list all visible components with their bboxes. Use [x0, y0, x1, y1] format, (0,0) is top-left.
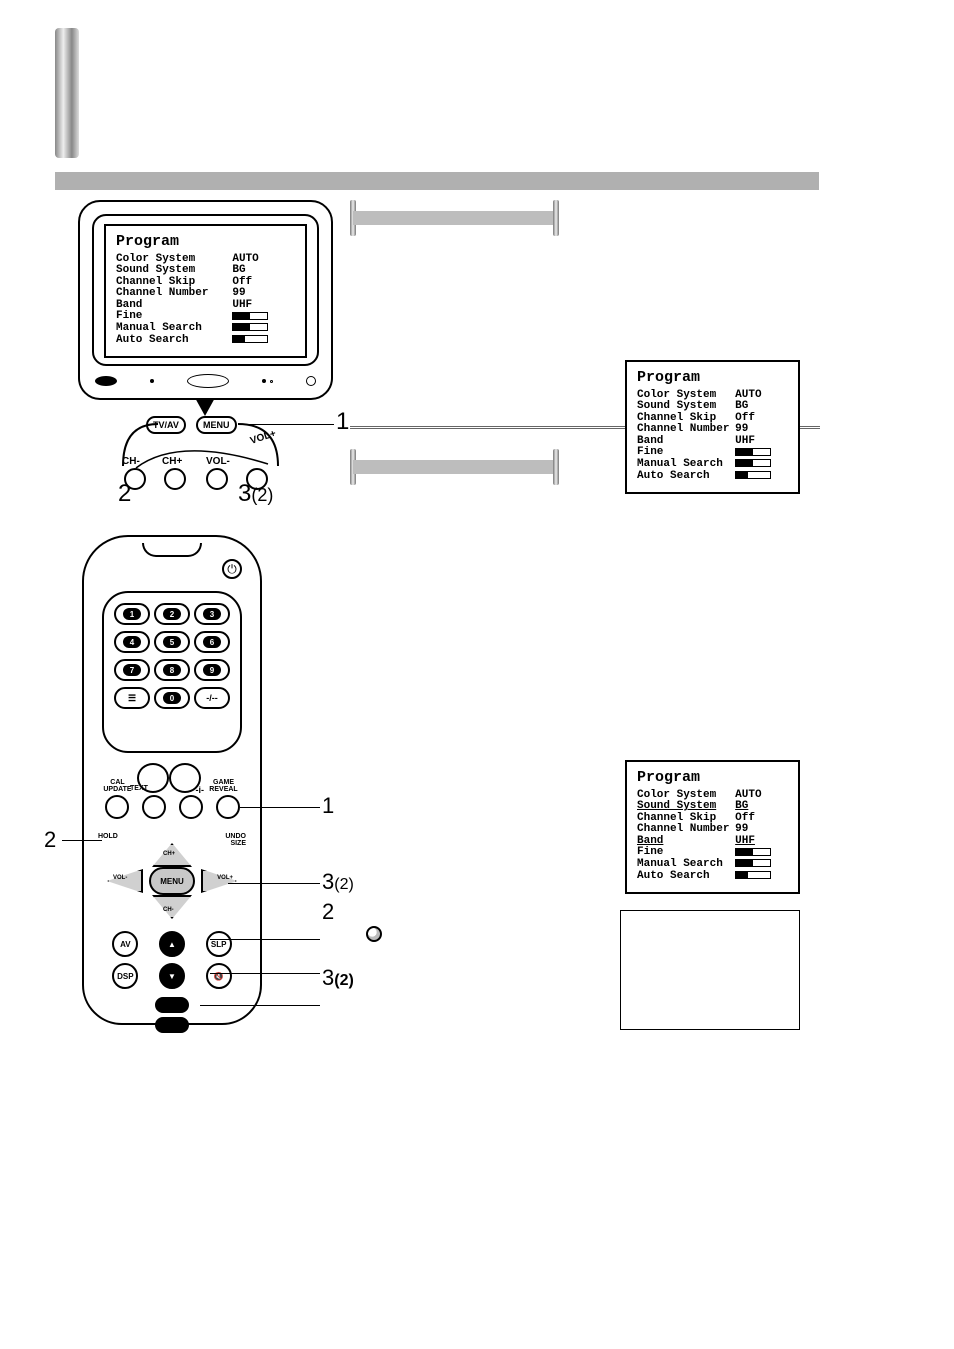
binding-spine	[55, 28, 79, 158]
tv-osd-table: Color SystemAUTOSound SystemBGChannel Sk…	[116, 254, 295, 346]
remote-illustration: ⏻ 123 456 789 ☰0-/-- CAL UPDATE GAME REVEAL…	[82, 535, 262, 1025]
dpad-center-label: MENU	[149, 867, 195, 895]
dpad-right-label: VOL+	[217, 875, 233, 881]
pill-1	[155, 997, 189, 1013]
swoop-icon	[118, 416, 288, 476]
up-arrow-button: ▲	[159, 931, 185, 957]
keypad-8: 8	[154, 659, 190, 681]
remote-row7	[155, 997, 189, 1033]
keypad-3: 3	[194, 603, 230, 625]
round-btn-2	[142, 795, 166, 819]
callout-1: 1	[336, 408, 349, 436]
text-label: TEXT	[130, 785, 148, 792]
remote-callout-1: 1	[322, 793, 334, 819]
remote-row3	[84, 795, 260, 819]
header-bar	[55, 172, 819, 190]
front-button-cluster: TV/AV MENU CH- CH+ VOL- VOL+ 1 2 3(2)	[78, 412, 333, 507]
round-btn-4	[216, 795, 240, 819]
osd-box-1: Program Color SystemAUTOSound SystemBGCh…	[625, 360, 800, 494]
keypad-6: 6	[194, 631, 230, 653]
game-reveal-label: GAME REVEAL	[201, 779, 246, 793]
leader-r3b	[200, 1005, 320, 1006]
tv-osd: Program Color SystemAUTOSound SystemBGCh…	[104, 224, 307, 358]
dpad-left-label: VOL-	[113, 875, 127, 881]
power-icon: ⏻	[222, 559, 242, 579]
right-column: Program Color SystemAUTOSound SystemBGCh…	[350, 200, 830, 655]
av-button: AV	[112, 931, 138, 957]
dpad-up-label: CH+	[163, 851, 175, 857]
tv-front-buttons	[78, 370, 333, 392]
keypad-2: 2	[154, 603, 190, 625]
remote-callout-3a: 3(2)	[322, 869, 354, 895]
leader-r3a	[228, 883, 320, 884]
leader-r2b	[210, 939, 320, 940]
tv-osd-title: Program	[116, 234, 295, 250]
keypad-0: 0	[154, 687, 190, 709]
keypad-7: 7	[114, 659, 150, 681]
remote-callout-3b: 3(2)	[322, 965, 354, 991]
note-box	[620, 910, 800, 1030]
left-column: Program Color SystemAUTOSound SystemBGCh…	[70, 200, 340, 1025]
keypad-9: 9	[194, 659, 230, 681]
note-bullet-icon	[366, 926, 382, 942]
remote-row5: AV ▲ SLP	[84, 931, 260, 957]
leader-rx	[210, 973, 320, 974]
leader-1	[242, 424, 334, 425]
dpad-down-label: CH-	[163, 907, 174, 913]
leader-r2a	[62, 840, 102, 841]
i-label: -i-	[196, 785, 205, 795]
slp-button: SLP	[206, 931, 232, 957]
keypad-blank-9: ☰	[114, 687, 150, 709]
keypad-1: 1	[114, 603, 150, 625]
keypad-blank-11: -/--	[194, 687, 230, 709]
step-header-1	[350, 200, 830, 236]
tv-illustration: Program Color SystemAUTOSound SystemBGCh…	[78, 200, 333, 400]
osd1-title: Program	[637, 370, 788, 386]
remote-callout-2r: 2	[322, 899, 334, 925]
remote-wrap: ⏻ 123456789☰0-/-- CAL UPDATE GAME REVEAL…	[70, 535, 340, 1025]
osd2-title: Program	[637, 770, 788, 786]
osd-box-2: Program Color SystemAUTOSound SystemBGCh…	[625, 760, 800, 894]
pill-2	[155, 1017, 189, 1033]
remote-row2: CAL UPDATE GAME REVEAL	[84, 763, 260, 793]
remote-row6: DSP ▼ 🔇	[84, 963, 260, 989]
down-arrow-button: ▼	[159, 963, 185, 989]
round-btn-1	[105, 795, 129, 819]
remote-dpad: CH+ VOL- MENU VOL+ CH-	[107, 843, 237, 919]
round-btn-3	[179, 795, 203, 819]
dsp-button: DSP	[112, 963, 138, 989]
osd1-table: Color SystemAUTOSound SystemBGChannel Sk…	[637, 390, 788, 482]
leader-r1	[240, 807, 320, 808]
remote-keypad: 123 456 789 ☰0-/--	[102, 591, 242, 753]
remote-callout-2l: 2	[44, 827, 56, 853]
keypad-4: 4	[114, 631, 150, 653]
callout-3: 3(2)	[238, 480, 273, 508]
callout-2: 2	[118, 480, 131, 508]
keypad-5: 5	[154, 631, 190, 653]
osd2-table: Color SystemAUTOSound SystemBGChannel Sk…	[637, 790, 788, 882]
mute-button: 🔇	[206, 963, 232, 989]
